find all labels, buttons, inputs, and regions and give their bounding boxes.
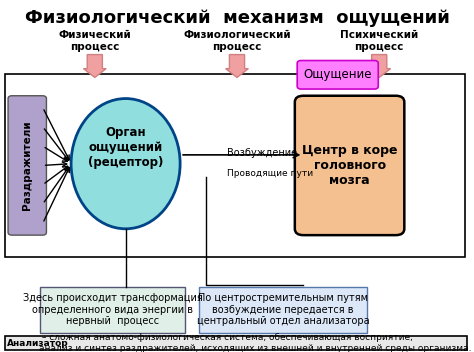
FancyBboxPatch shape — [199, 287, 367, 333]
FancyArrow shape — [368, 55, 391, 77]
Text: Анализатор: Анализатор — [7, 339, 69, 348]
Ellipse shape — [71, 99, 180, 229]
FancyBboxPatch shape — [5, 336, 467, 350]
Text: Здесь происходит трансформация
определенного вида энергии в
нервный  процесс: Здесь происходит трансформация определен… — [23, 293, 202, 326]
FancyBboxPatch shape — [5, 74, 465, 257]
Text: Орган
ощущений
(рецептор): Орган ощущений (рецептор) — [88, 126, 164, 169]
FancyBboxPatch shape — [40, 287, 185, 333]
Text: Психический
процесс: Психический процесс — [340, 30, 419, 51]
Text: Проводящие пути: Проводящие пути — [227, 169, 313, 178]
Text: Физический
процесс: Физический процесс — [58, 30, 131, 51]
FancyBboxPatch shape — [297, 61, 378, 89]
FancyBboxPatch shape — [8, 96, 46, 235]
Text: Центр в коре
головного
мозга: Центр в коре головного мозга — [302, 144, 397, 187]
Text: Раздражители: Раздражители — [22, 121, 32, 210]
FancyArrow shape — [83, 55, 106, 77]
Text: – сложная анатомо-физиологическая система, обеспечивающая восприятие,
анализ и с: – сложная анатомо-физиологическая систем… — [39, 333, 472, 352]
Text: Физиологический  механизм  ощущений: Физиологический механизм ощущений — [25, 9, 449, 27]
Text: Возбуждение: Возбуждение — [227, 148, 297, 158]
FancyBboxPatch shape — [295, 96, 404, 235]
FancyArrow shape — [226, 55, 248, 77]
Text: Физиологический
процесс: Физиологический процесс — [183, 30, 291, 51]
Text: По центростремительным путям
возбуждение передается в
центральный отдел анализат: По центростремительным путям возбуждение… — [197, 293, 370, 326]
Text: Ощущение: Ощущение — [303, 68, 372, 81]
